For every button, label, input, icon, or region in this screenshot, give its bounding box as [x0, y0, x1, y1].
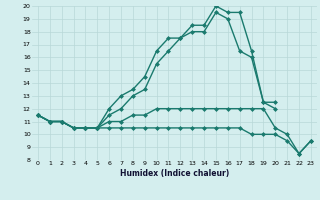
X-axis label: Humidex (Indice chaleur): Humidex (Indice chaleur) [120, 169, 229, 178]
